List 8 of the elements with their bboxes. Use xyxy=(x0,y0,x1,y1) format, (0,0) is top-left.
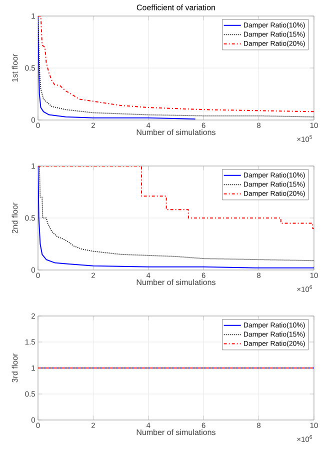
x-axis-title: Number of simulations xyxy=(136,279,216,286)
chart-title: Coefficient of variation xyxy=(136,4,215,10)
x-axis-title: Number of simulations xyxy=(136,129,216,136)
y-axis-title: 3rd floor xyxy=(12,353,18,382)
y-axis-title: 2nd floor xyxy=(12,202,18,234)
y-axis-title: 1st floor xyxy=(12,54,18,82)
x-axis-title: Number of simulations xyxy=(136,429,216,436)
line-series xyxy=(38,16,196,120)
